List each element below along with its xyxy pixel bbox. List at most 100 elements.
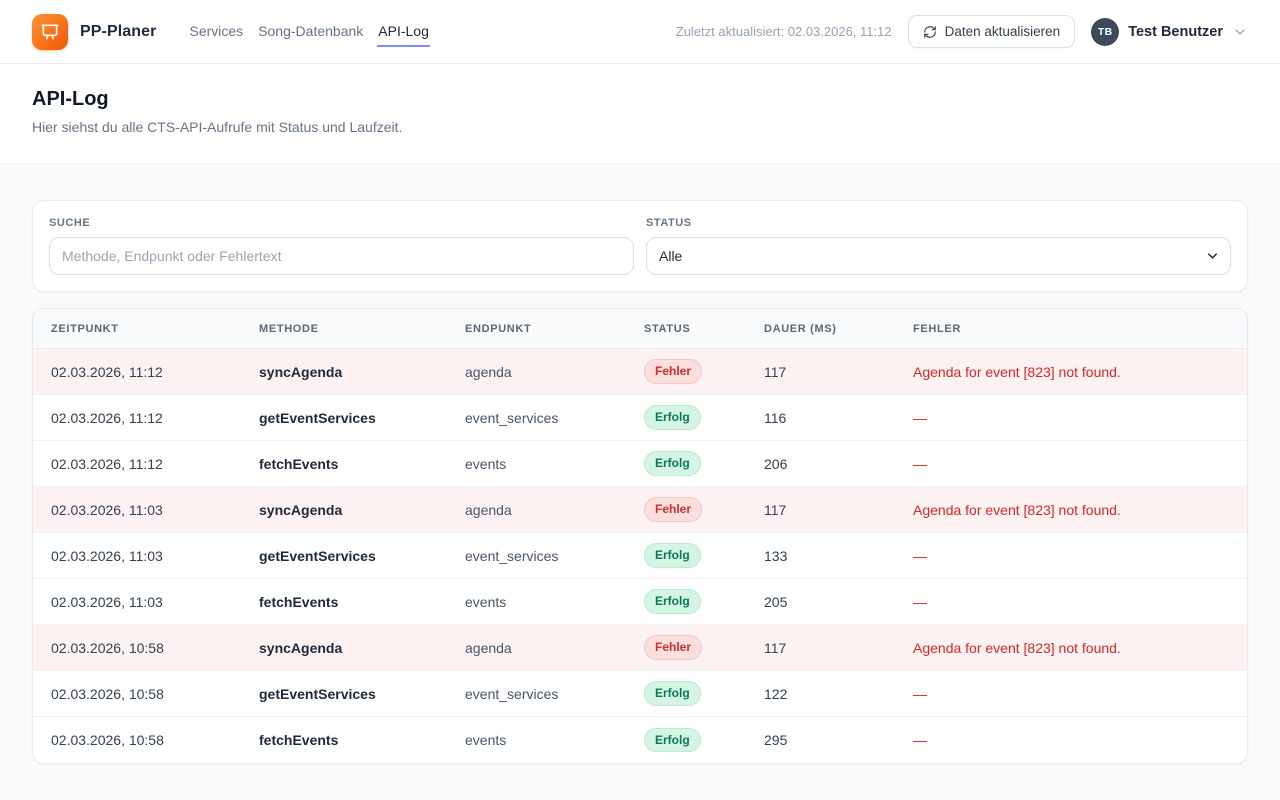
user-name: Test Benutzer	[1128, 23, 1223, 40]
brand-name: PP-Planer	[80, 22, 157, 40]
app-logo	[32, 13, 68, 50]
cell-status: Erfolg	[626, 532, 746, 579]
cell-endpunkt: events	[447, 440, 626, 487]
page-subtitle: Hier siehst du alle CTS-API-Aufrufe mit …	[32, 119, 403, 135]
api-log-table: ZEITPUNKT METHODE ENDPUNKT STATUS DAUER …	[33, 309, 1247, 763]
cell-fehler: Agenda for event [823] not found.	[895, 486, 1247, 533]
cell-fehler: —	[895, 394, 1247, 441]
status-badge: Erfolg	[644, 405, 701, 430]
user-menu[interactable]: TB Test Benutzer	[1091, 17, 1248, 46]
cell-endpunkt: agenda	[465, 363, 512, 380]
cell-zeitpunkt: 02.03.2026, 10:58	[33, 716, 241, 763]
status-badge: Erfolg	[644, 727, 701, 752]
cell-fehler: —	[895, 670, 1247, 717]
cell-methode: getEventServices	[241, 670, 447, 717]
status-badge: Erfolg	[644, 681, 701, 706]
table-row: 02.03.2026, 11:12 getEventServices event…	[33, 394, 1247, 441]
table-row: 02.03.2026, 10:58 getEventServices event…	[33, 670, 1247, 717]
status-select-wrap: Alle	[646, 237, 1231, 275]
cell-zeitpunkt: 02.03.2026, 11:12	[51, 363, 163, 380]
cell-methode: fetchEvents	[241, 578, 447, 625]
chevron-down-icon	[1232, 24, 1248, 40]
cell-dauer: 117	[746, 624, 895, 671]
cell-methode: fetchEvents	[241, 716, 447, 763]
presentation-icon	[40, 22, 60, 42]
refresh-icon	[923, 25, 937, 39]
page-title: API-Log	[32, 88, 109, 110]
column-header-fehler: FEHLER	[895, 309, 1247, 349]
cell-dauer: 205	[746, 578, 895, 625]
cell-dauer: 295	[746, 716, 895, 763]
status-select[interactable]: Alle	[646, 237, 1231, 275]
topbar: PP-Planer Services Song-Datenbank API-Lo…	[0, 0, 1280, 64]
table-row: 02.03.2026, 10:58 fetchEvents events Erf…	[33, 716, 1247, 763]
cell-methode: syncAgenda	[241, 486, 447, 533]
status-label: STATUS	[646, 217, 692, 229]
column-header-methode: METHODE	[241, 309, 447, 349]
avatar: TB	[1091, 17, 1120, 46]
cell-zeitpunkt: 02.03.2026, 10:58	[33, 624, 241, 671]
last-updated-text: Zuletzt aktualisiert: 02.03.2026, 11:12	[675, 24, 892, 39]
cell-methode: getEventServices	[241, 532, 447, 579]
cell-zeitpunkt: 02.03.2026, 11:03	[33, 578, 241, 625]
column-header-endpunkt: ENDPUNKT	[447, 309, 626, 349]
cell-dauer: 122	[746, 670, 895, 717]
table-row: 02.03.2026, 11:12 fetchEvents events Erf…	[33, 440, 1247, 487]
nav-item-api-log[interactable]: API-Log	[377, 17, 430, 47]
cell-zeitpunkt: 02.03.2026, 11:12	[33, 394, 241, 441]
cell-endpunkt: events	[447, 716, 626, 763]
cell-fehler: —	[895, 532, 1247, 579]
search-field-group: SUCHE	[49, 217, 634, 275]
topbar-right: Zuletzt aktualisiert: 02.03.2026, 11:12 …	[676, 15, 1248, 48]
table-row: 02.03.2026, 11:03 syncAgenda agenda Fehl…	[33, 486, 1247, 533]
table-header: ZEITPUNKT METHODE ENDPUNKT STATUS DAUER …	[33, 309, 1247, 349]
cell-dauer: 116	[746, 394, 895, 441]
column-header-dauer: DAUER (MS)	[746, 309, 895, 349]
search-input[interactable]	[49, 237, 634, 275]
table-body: 02.03.2026, 11:12 syncAgenda agenda Fehl…	[33, 348, 1247, 763]
brand: PP-Planer	[32, 13, 157, 50]
cell-fehler: Agenda for event [823] not found.	[913, 363, 1121, 380]
search-label: SUCHE	[49, 217, 91, 229]
column-header-zeitpunkt: ZEITPUNKT	[33, 309, 241, 349]
table-row: 02.03.2026, 11:12 syncAgenda agenda Fehl…	[33, 348, 1247, 395]
main-content: SUCHE STATUS Alle	[0, 164, 1280, 800]
cell-zeitpunkt: 02.03.2026, 11:03	[33, 532, 241, 579]
cell-endpunkt: event_services	[447, 394, 626, 441]
cell-endpunkt: event_services	[447, 532, 626, 579]
cell-methode: syncAgenda	[241, 624, 447, 671]
cell-methode: getEventServices	[241, 394, 447, 441]
status-badge: Erfolg	[644, 451, 701, 476]
status-badge: Fehler	[644, 359, 703, 384]
cell-endpunkt: events	[447, 578, 626, 625]
cell-endpunkt: event_services	[447, 670, 626, 717]
cell-fehler: —	[895, 578, 1247, 625]
nav-item-song-datenbank[interactable]: Song-Datenbank	[258, 22, 364, 39]
refresh-button-label: Daten aktualisieren	[944, 24, 1061, 39]
cell-status: Erfolg	[626, 716, 746, 763]
cell-status: Fehler	[626, 486, 746, 533]
status-badge: Fehler	[644, 635, 703, 660]
status-badge: Fehler	[644, 497, 703, 522]
cell-zeitpunkt: 02.03.2026, 10:58	[33, 670, 241, 717]
table-row: 02.03.2026, 11:03 fetchEvents events Erf…	[33, 578, 1247, 625]
cell-status: Fehler	[626, 624, 746, 671]
cell-dauer: 133	[746, 532, 895, 579]
cell-fehler: —	[895, 716, 1247, 763]
filter-card: SUCHE STATUS Alle	[32, 200, 1248, 292]
refresh-button[interactable]: Daten aktualisieren	[907, 15, 1076, 48]
table-row: 02.03.2026, 11:03 getEventServices event…	[33, 532, 1247, 579]
nav-item-services[interactable]: Services	[189, 22, 244, 39]
cell-status: Fehler	[626, 349, 746, 395]
status-badge: Erfolg	[644, 543, 701, 568]
cell-status: Erfolg	[626, 394, 746, 441]
column-header-status: STATUS	[626, 309, 746, 349]
cell-dauer: 206	[746, 440, 895, 487]
status-field-group: STATUS Alle	[646, 217, 1231, 275]
cell-status: Erfolg	[626, 670, 746, 717]
cell-endpunkt: agenda	[447, 486, 626, 533]
cell-methode: fetchEvents	[241, 440, 447, 487]
page-header: API-Log Hier siehst du alle CTS-API-Aufr…	[0, 64, 1280, 164]
cell-fehler: Agenda for event [823] not found.	[895, 624, 1247, 671]
cell-dauer: 117	[746, 486, 895, 533]
